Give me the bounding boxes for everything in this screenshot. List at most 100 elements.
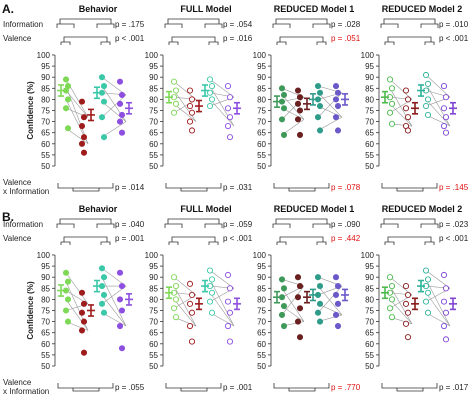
data-point [170, 109, 178, 116]
data-point [334, 283, 342, 290]
data-point [424, 96, 432, 103]
factor-label-information: Information [3, 220, 43, 229]
data-point [332, 291, 340, 299]
y-tick-label: 70 [365, 318, 374, 327]
y-tick-label: 100 [145, 251, 159, 260]
data-point [226, 114, 234, 121]
data-point [422, 103, 430, 110]
data-point [116, 296, 124, 303]
data-point [62, 307, 70, 314]
interaction-bracket [57, 183, 114, 189]
data-point [442, 94, 450, 101]
data-point [64, 96, 72, 103]
subject-line [65, 90, 89, 118]
data-point [224, 322, 232, 330]
y-tick-label: 75 [257, 307, 266, 316]
y-tick-label: 80 [257, 95, 266, 104]
information-bracket-left [56, 23, 75, 28]
valence-bracket [63, 36, 108, 42]
data-point [172, 87, 180, 94]
valence-bracket-left [60, 41, 71, 45]
data-point [208, 289, 216, 296]
panel-title: Behavior [79, 204, 118, 214]
data-point [208, 83, 216, 90]
y-tick-label: 85 [257, 84, 266, 93]
subject-line [281, 305, 305, 322]
data-point [226, 309, 234, 316]
data-point [206, 103, 214, 110]
data-point [402, 300, 410, 307]
information-bracket-right [96, 23, 115, 28]
y-tick-label: 85 [365, 284, 374, 293]
data-point [388, 100, 396, 107]
data-point [314, 114, 322, 121]
y-tick-label: 50 [365, 362, 374, 371]
panel-b-2: FULL Model p = .059 p < .001 50 55 60 65 70 75 80… [145, 204, 253, 392]
data-point [100, 309, 108, 316]
factor-label-interaction-x: x Information [3, 187, 49, 196]
data-point [186, 280, 194, 287]
data-point [186, 87, 194, 94]
y-tick-label: 85 [41, 284, 50, 293]
subject-line [425, 99, 451, 127]
information-bracket-left [164, 223, 183, 228]
p-value-valence: p = .051 [331, 34, 361, 43]
valence-bracket [171, 236, 216, 242]
interaction-bracket [273, 383, 330, 389]
data-point [118, 283, 126, 290]
valence-bracket [171, 36, 216, 42]
y-tick-label: 50 [149, 162, 158, 171]
information-bracket-right [420, 23, 439, 28]
y-tick-label: 65 [257, 329, 266, 338]
y-tick-label: 70 [257, 118, 266, 127]
information-bracket [383, 18, 436, 24]
data-point [440, 298, 448, 305]
information-bracket-left [164, 23, 183, 28]
p-value-interaction: p = .078 [331, 183, 361, 192]
data-point [208, 309, 216, 316]
data-point [388, 283, 396, 290]
data-point [424, 309, 432, 316]
data-point [186, 300, 194, 307]
data-point [208, 276, 216, 283]
subject-line [173, 103, 197, 122]
y-tick-label: 85 [365, 84, 374, 93]
y-tick-label: 60 [257, 340, 266, 349]
subject-line [101, 94, 127, 118]
data-point [404, 334, 412, 341]
data-point [440, 105, 448, 112]
subject-line [101, 277, 127, 327]
data-point [78, 327, 86, 334]
information-bracket-right [420, 223, 439, 228]
y-tick-label: 80 [365, 295, 374, 304]
y-tick-label: 55 [257, 351, 266, 360]
information-bracket [275, 218, 328, 224]
y-tick-label: 65 [149, 329, 158, 338]
data-point [188, 96, 196, 103]
y-tick-label: 100 [253, 251, 267, 260]
interaction-bracket [57, 383, 114, 389]
data-point [388, 314, 396, 321]
data-point [334, 89, 342, 96]
data-point [314, 83, 322, 90]
data-point [440, 271, 448, 279]
data-point [98, 114, 106, 121]
data-point [172, 314, 180, 321]
data-point [422, 298, 430, 305]
information-bracket-left [272, 223, 291, 228]
information-bracket [167, 218, 220, 224]
data-point [224, 298, 232, 305]
y-tick-label: 95 [365, 262, 374, 271]
data-point [78, 309, 86, 316]
data-point [78, 122, 86, 130]
subject-line [281, 288, 305, 322]
data-point [98, 74, 106, 81]
y-tick-label: 55 [149, 351, 158, 360]
p-value-information: p = .175 [115, 20, 145, 29]
data-point [296, 283, 304, 290]
data-point [402, 320, 410, 327]
y-tick-label: 65 [41, 329, 50, 338]
data-point [386, 109, 394, 116]
interaction-bracket-inner [72, 188, 100, 192]
